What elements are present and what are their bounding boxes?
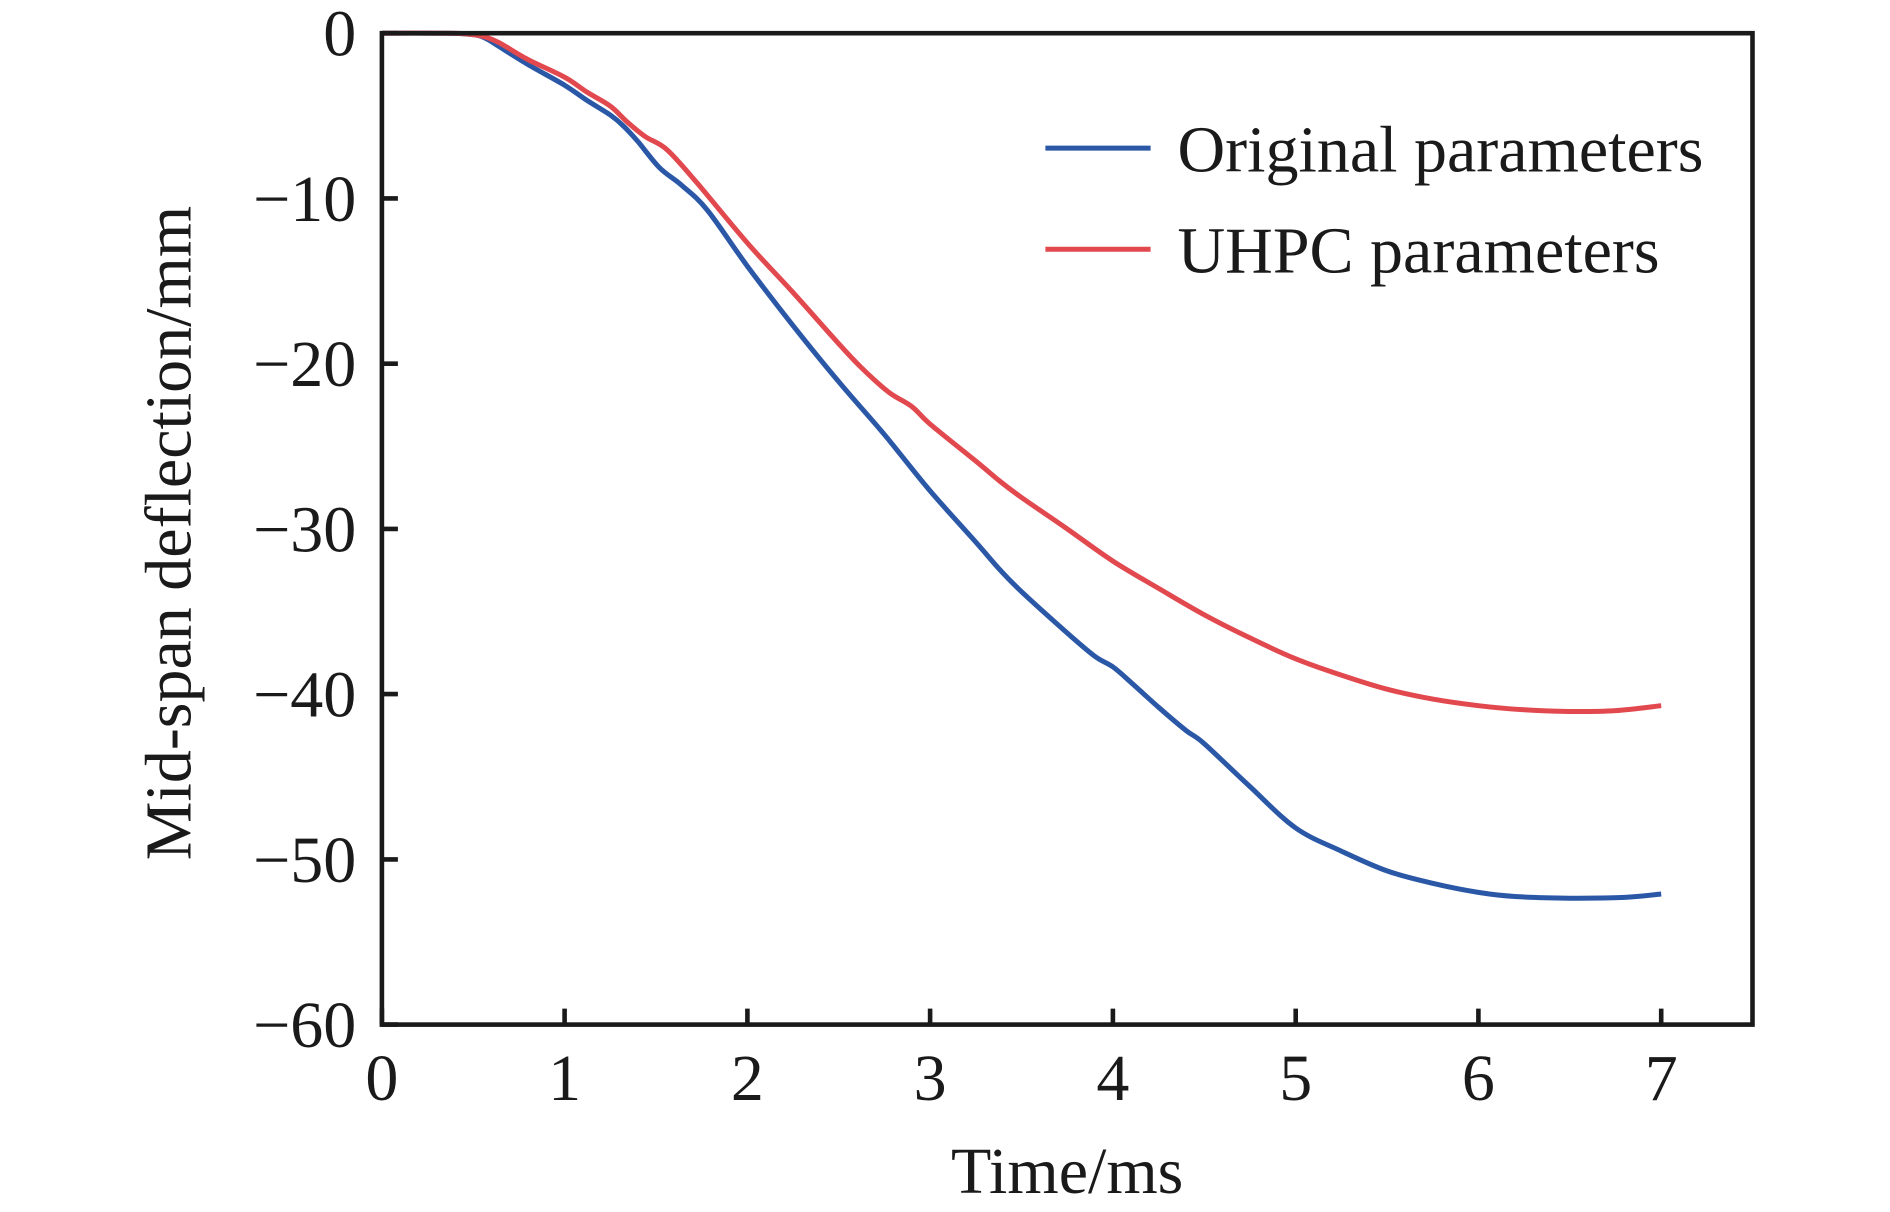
svg-text:1: 1	[548, 1042, 581, 1115]
svg-text:−10: −10	[253, 163, 356, 236]
svg-text:0: 0	[323, 0, 356, 71]
svg-text:2: 2	[731, 1042, 764, 1115]
svg-text:−20: −20	[253, 328, 356, 401]
svg-text:−40: −40	[253, 659, 356, 732]
svg-text:−60: −60	[253, 989, 356, 1062]
svg-text:−30: −30	[253, 493, 356, 566]
svg-text:Original parameters: Original parameters	[1178, 114, 1704, 187]
svg-text:UHPC parameters: UHPC parameters	[1178, 215, 1660, 288]
svg-text:4: 4	[1096, 1042, 1129, 1115]
svg-text:5: 5	[1279, 1042, 1312, 1115]
svg-text:Time/ms: Time/ms	[951, 1135, 1183, 1208]
svg-text:3: 3	[914, 1042, 947, 1115]
svg-text:−50: −50	[253, 824, 356, 897]
svg-text:0: 0	[365, 1042, 398, 1115]
svg-text:7: 7	[1645, 1042, 1678, 1115]
svg-text:6: 6	[1462, 1042, 1495, 1115]
svg-text:Mid-span deflection/mm: Mid-span deflection/mm	[132, 206, 205, 860]
